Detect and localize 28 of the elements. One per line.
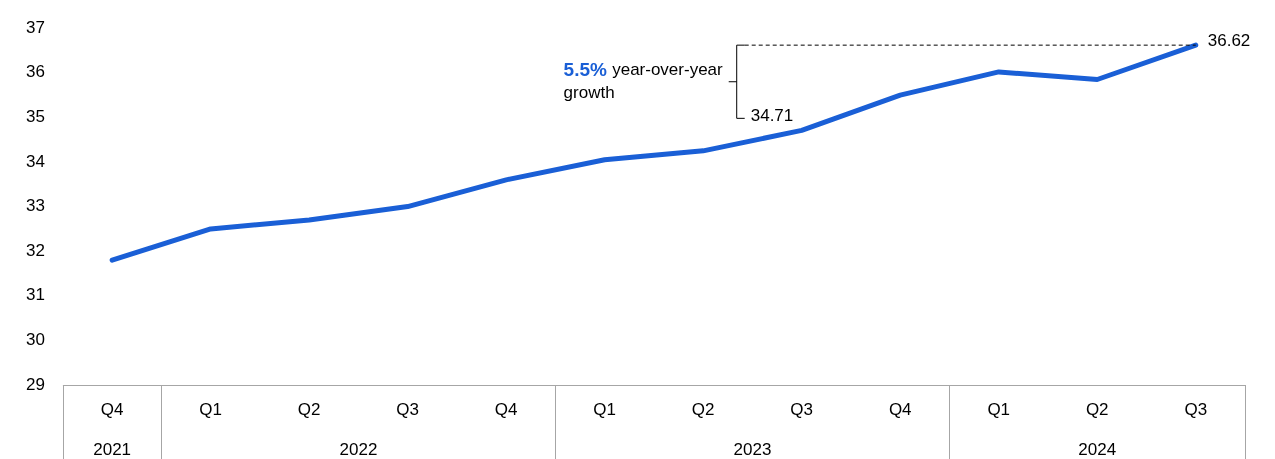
y-tick-label: 34 [25,151,45,171]
x-tick-label: Q2 [691,399,715,419]
y-tick-label: 33 [25,196,45,216]
y-tick-label: 37 [25,17,45,37]
x-tick-label: Q4 [888,399,912,419]
x-tick-label: Q1 [593,399,617,419]
y-tick-label: 36 [25,62,45,82]
y-tick-label: 31 [25,285,45,305]
x-tick-label: Q2 [1085,399,1109,419]
text: 2023 [733,439,772,459]
text: 2021 [93,439,132,459]
annotation: 5.5% year-over-year growth [563,58,724,103]
x-tick-label: Q4 [100,399,124,419]
data-label: 34.71 [750,106,794,126]
y-tick-label: 35 [25,107,45,127]
y-tick-label: 32 [25,240,45,260]
x-tick-label: Q3 [790,399,814,419]
x-tick-label: Q3 [396,399,420,419]
x-tick-label: Q3 [1184,399,1208,419]
y-tick-label: 29 [25,374,45,394]
x-tick-label: Q4 [494,399,518,419]
x-tick-label: Q1 [987,399,1011,419]
y-tick-label: 30 [25,330,45,350]
data-label: 36.62 [1207,30,1251,50]
text: 2024 [1078,439,1117,459]
x-tick-label: Q1 [199,399,223,419]
text: 2022 [339,439,378,459]
x-tick-label: Q2 [297,399,321,419]
